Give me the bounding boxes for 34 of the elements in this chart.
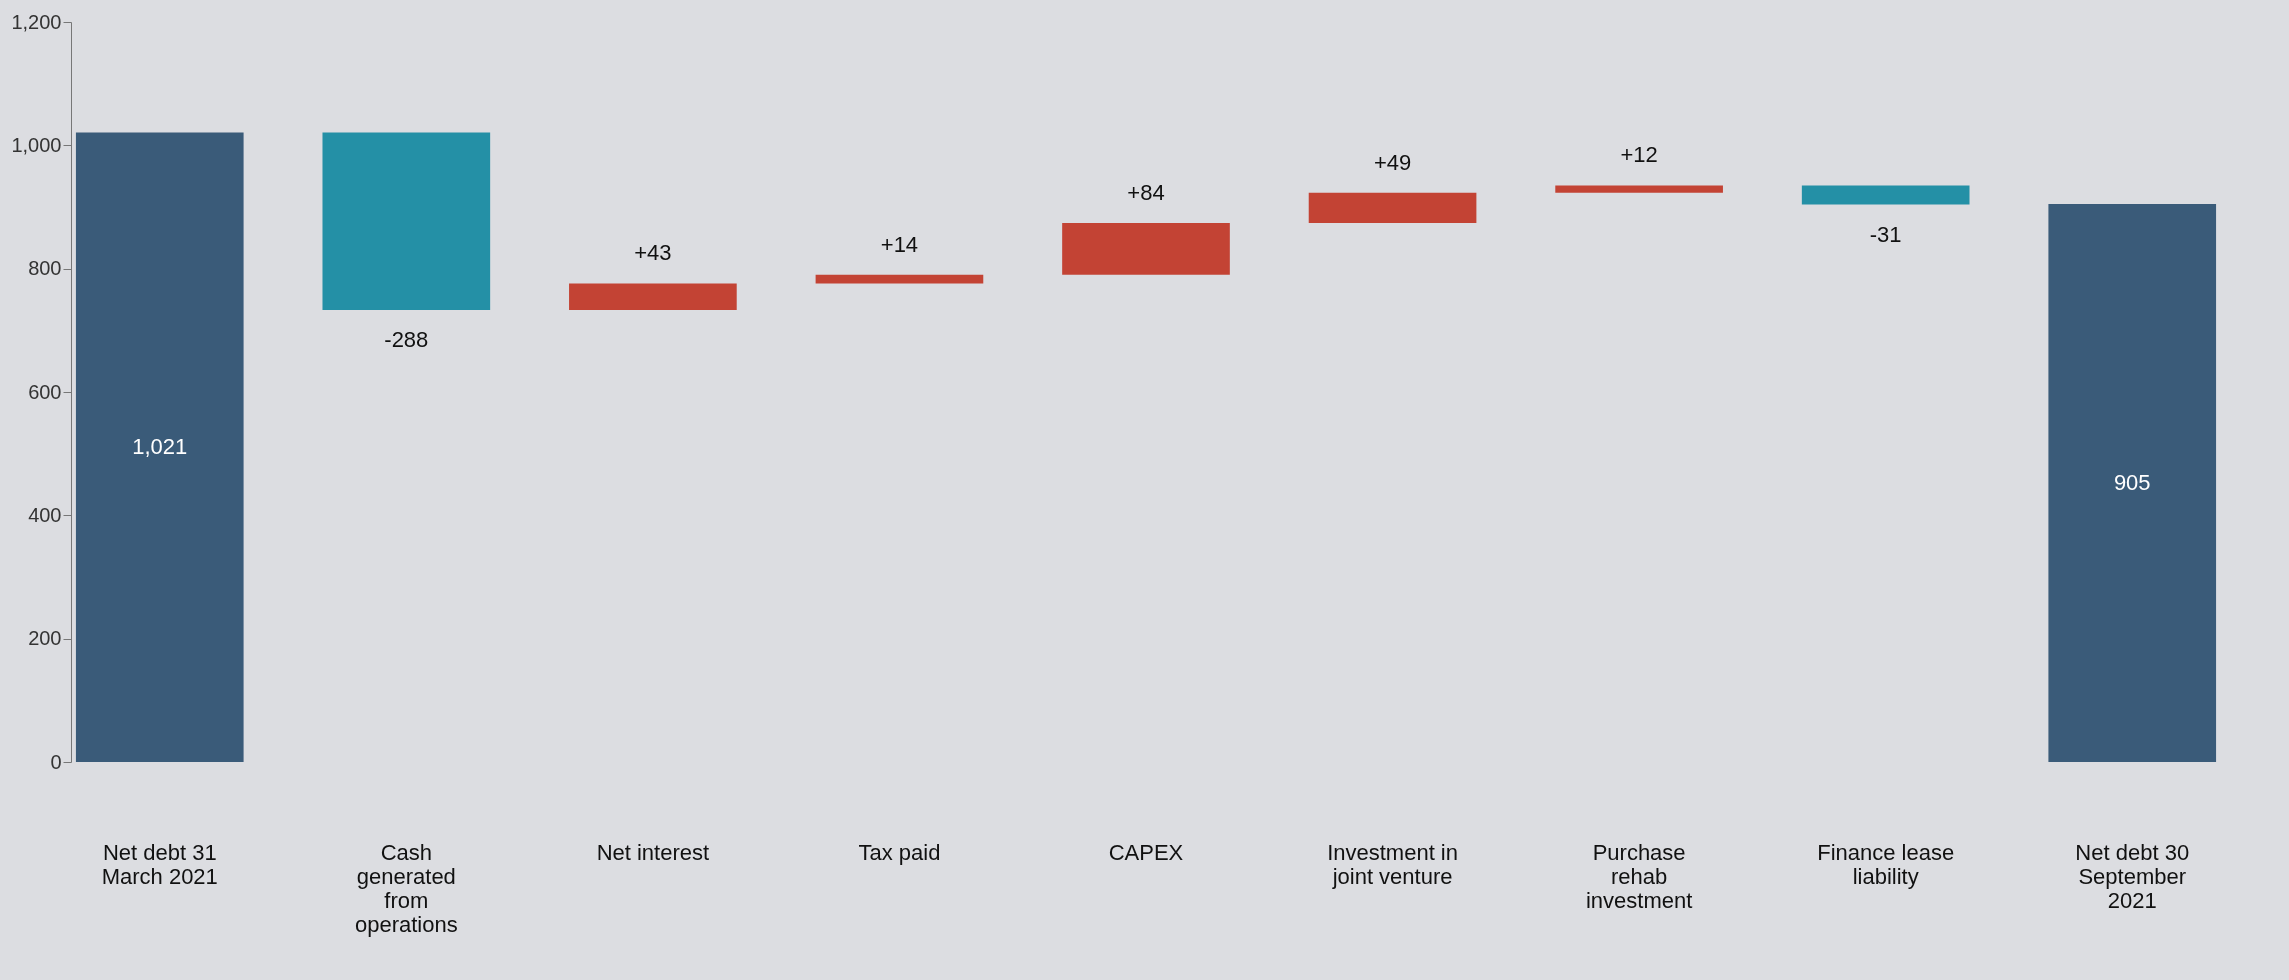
data-label: +12 [1620, 142, 1658, 168]
y-tick-label: 200 [28, 627, 62, 650]
bar [75, 132, 244, 762]
x-tick-label: Cash generated from operations [354, 839, 458, 937]
bar [1308, 192, 1477, 224]
y-tick-label: 1,200 [11, 10, 62, 33]
y-tick-label: 600 [28, 380, 62, 403]
x-tick-label: CAPEX [1108, 839, 1184, 865]
data-label: -31 [1869, 221, 1902, 247]
x-tick-label: Investment in joint venture [1327, 839, 1458, 889]
x-tick-label: Finance lease liability [1817, 839, 1955, 889]
x-tick-label: Net debt 30 September 2021 [2075, 839, 2190, 913]
bar [569, 283, 737, 310]
bar [1062, 223, 1230, 275]
x-tick-label: Purchase rehab investment [1585, 839, 1693, 913]
x-tick-label: Tax paid [858, 839, 941, 865]
bar [322, 132, 491, 310]
data-label: +14 [880, 231, 919, 257]
data-label: -288 [384, 326, 429, 352]
data-label: 905 [2113, 469, 2151, 495]
bar [2048, 203, 2217, 762]
data-label: 1,021 [132, 434, 188, 460]
y-tick-label: 800 [28, 257, 62, 280]
bar [1555, 185, 1723, 193]
x-tick-label: Net debt 31 March 2021 [101, 839, 218, 889]
data-label: +49 [1373, 149, 1412, 175]
x-tick-label: Net interest [596, 839, 710, 865]
bar [815, 274, 984, 284]
data-label: +43 [634, 240, 672, 266]
data-label: +84 [1127, 180, 1165, 206]
bar [1801, 185, 1970, 205]
y-tick-label: 400 [28, 503, 62, 526]
y-tick-label: 1,000 [11, 133, 62, 156]
y-tick-label: 0 [50, 750, 62, 773]
